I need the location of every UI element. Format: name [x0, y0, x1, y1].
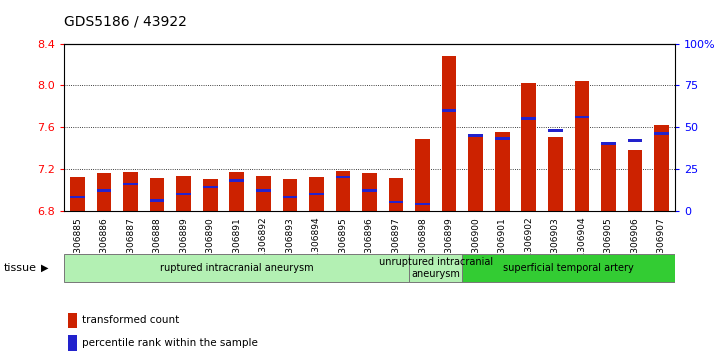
Bar — [468, 134, 483, 137]
Bar — [68, 313, 76, 328]
Bar — [203, 179, 218, 211]
Bar — [601, 142, 615, 145]
Bar — [468, 136, 483, 211]
Bar — [416, 203, 430, 205]
Bar — [256, 189, 271, 192]
Bar — [495, 138, 510, 140]
Bar — [203, 186, 218, 188]
Bar — [575, 116, 589, 118]
Bar — [416, 139, 430, 211]
FancyBboxPatch shape — [409, 254, 463, 282]
Bar — [70, 177, 85, 211]
Text: transformed count: transformed count — [82, 315, 179, 325]
Text: superficial temporal artery: superficial temporal artery — [503, 263, 634, 273]
Bar — [628, 139, 642, 142]
Bar — [176, 192, 191, 195]
Bar — [150, 178, 164, 211]
Bar — [575, 81, 589, 211]
Bar — [442, 109, 456, 112]
Bar — [601, 143, 615, 211]
Bar — [521, 83, 536, 211]
Bar — [97, 173, 111, 211]
Bar — [362, 173, 377, 211]
Bar — [336, 176, 351, 179]
Bar — [654, 125, 669, 211]
Text: percentile rank within the sample: percentile rank within the sample — [82, 338, 258, 348]
Bar — [654, 132, 669, 135]
FancyBboxPatch shape — [463, 254, 675, 282]
Bar — [309, 192, 323, 195]
Bar — [628, 150, 642, 211]
Bar — [229, 179, 244, 182]
Text: ruptured intracranial aneurysm: ruptured intracranial aneurysm — [160, 263, 313, 273]
Bar — [521, 117, 536, 120]
Bar — [150, 199, 164, 202]
Bar — [388, 201, 403, 204]
Bar — [97, 189, 111, 192]
Bar — [124, 172, 138, 211]
Bar — [442, 56, 456, 211]
Bar — [336, 171, 351, 211]
Bar — [283, 196, 297, 199]
Bar — [388, 178, 403, 211]
Bar — [68, 335, 76, 351]
Bar — [548, 129, 563, 132]
Bar — [548, 138, 563, 211]
Bar — [124, 183, 138, 185]
Bar — [495, 132, 510, 211]
FancyBboxPatch shape — [64, 254, 409, 282]
Bar — [256, 176, 271, 211]
Bar — [309, 177, 323, 211]
Text: GDS5186 / 43922: GDS5186 / 43922 — [64, 15, 187, 29]
Bar — [229, 172, 244, 211]
Bar — [70, 196, 85, 199]
Bar — [176, 176, 191, 211]
Text: unruptured intracranial
aneurysm: unruptured intracranial aneurysm — [379, 257, 493, 278]
Text: tissue: tissue — [4, 262, 36, 273]
Bar — [283, 179, 297, 211]
Bar — [362, 189, 377, 192]
Text: ▶: ▶ — [41, 262, 49, 273]
